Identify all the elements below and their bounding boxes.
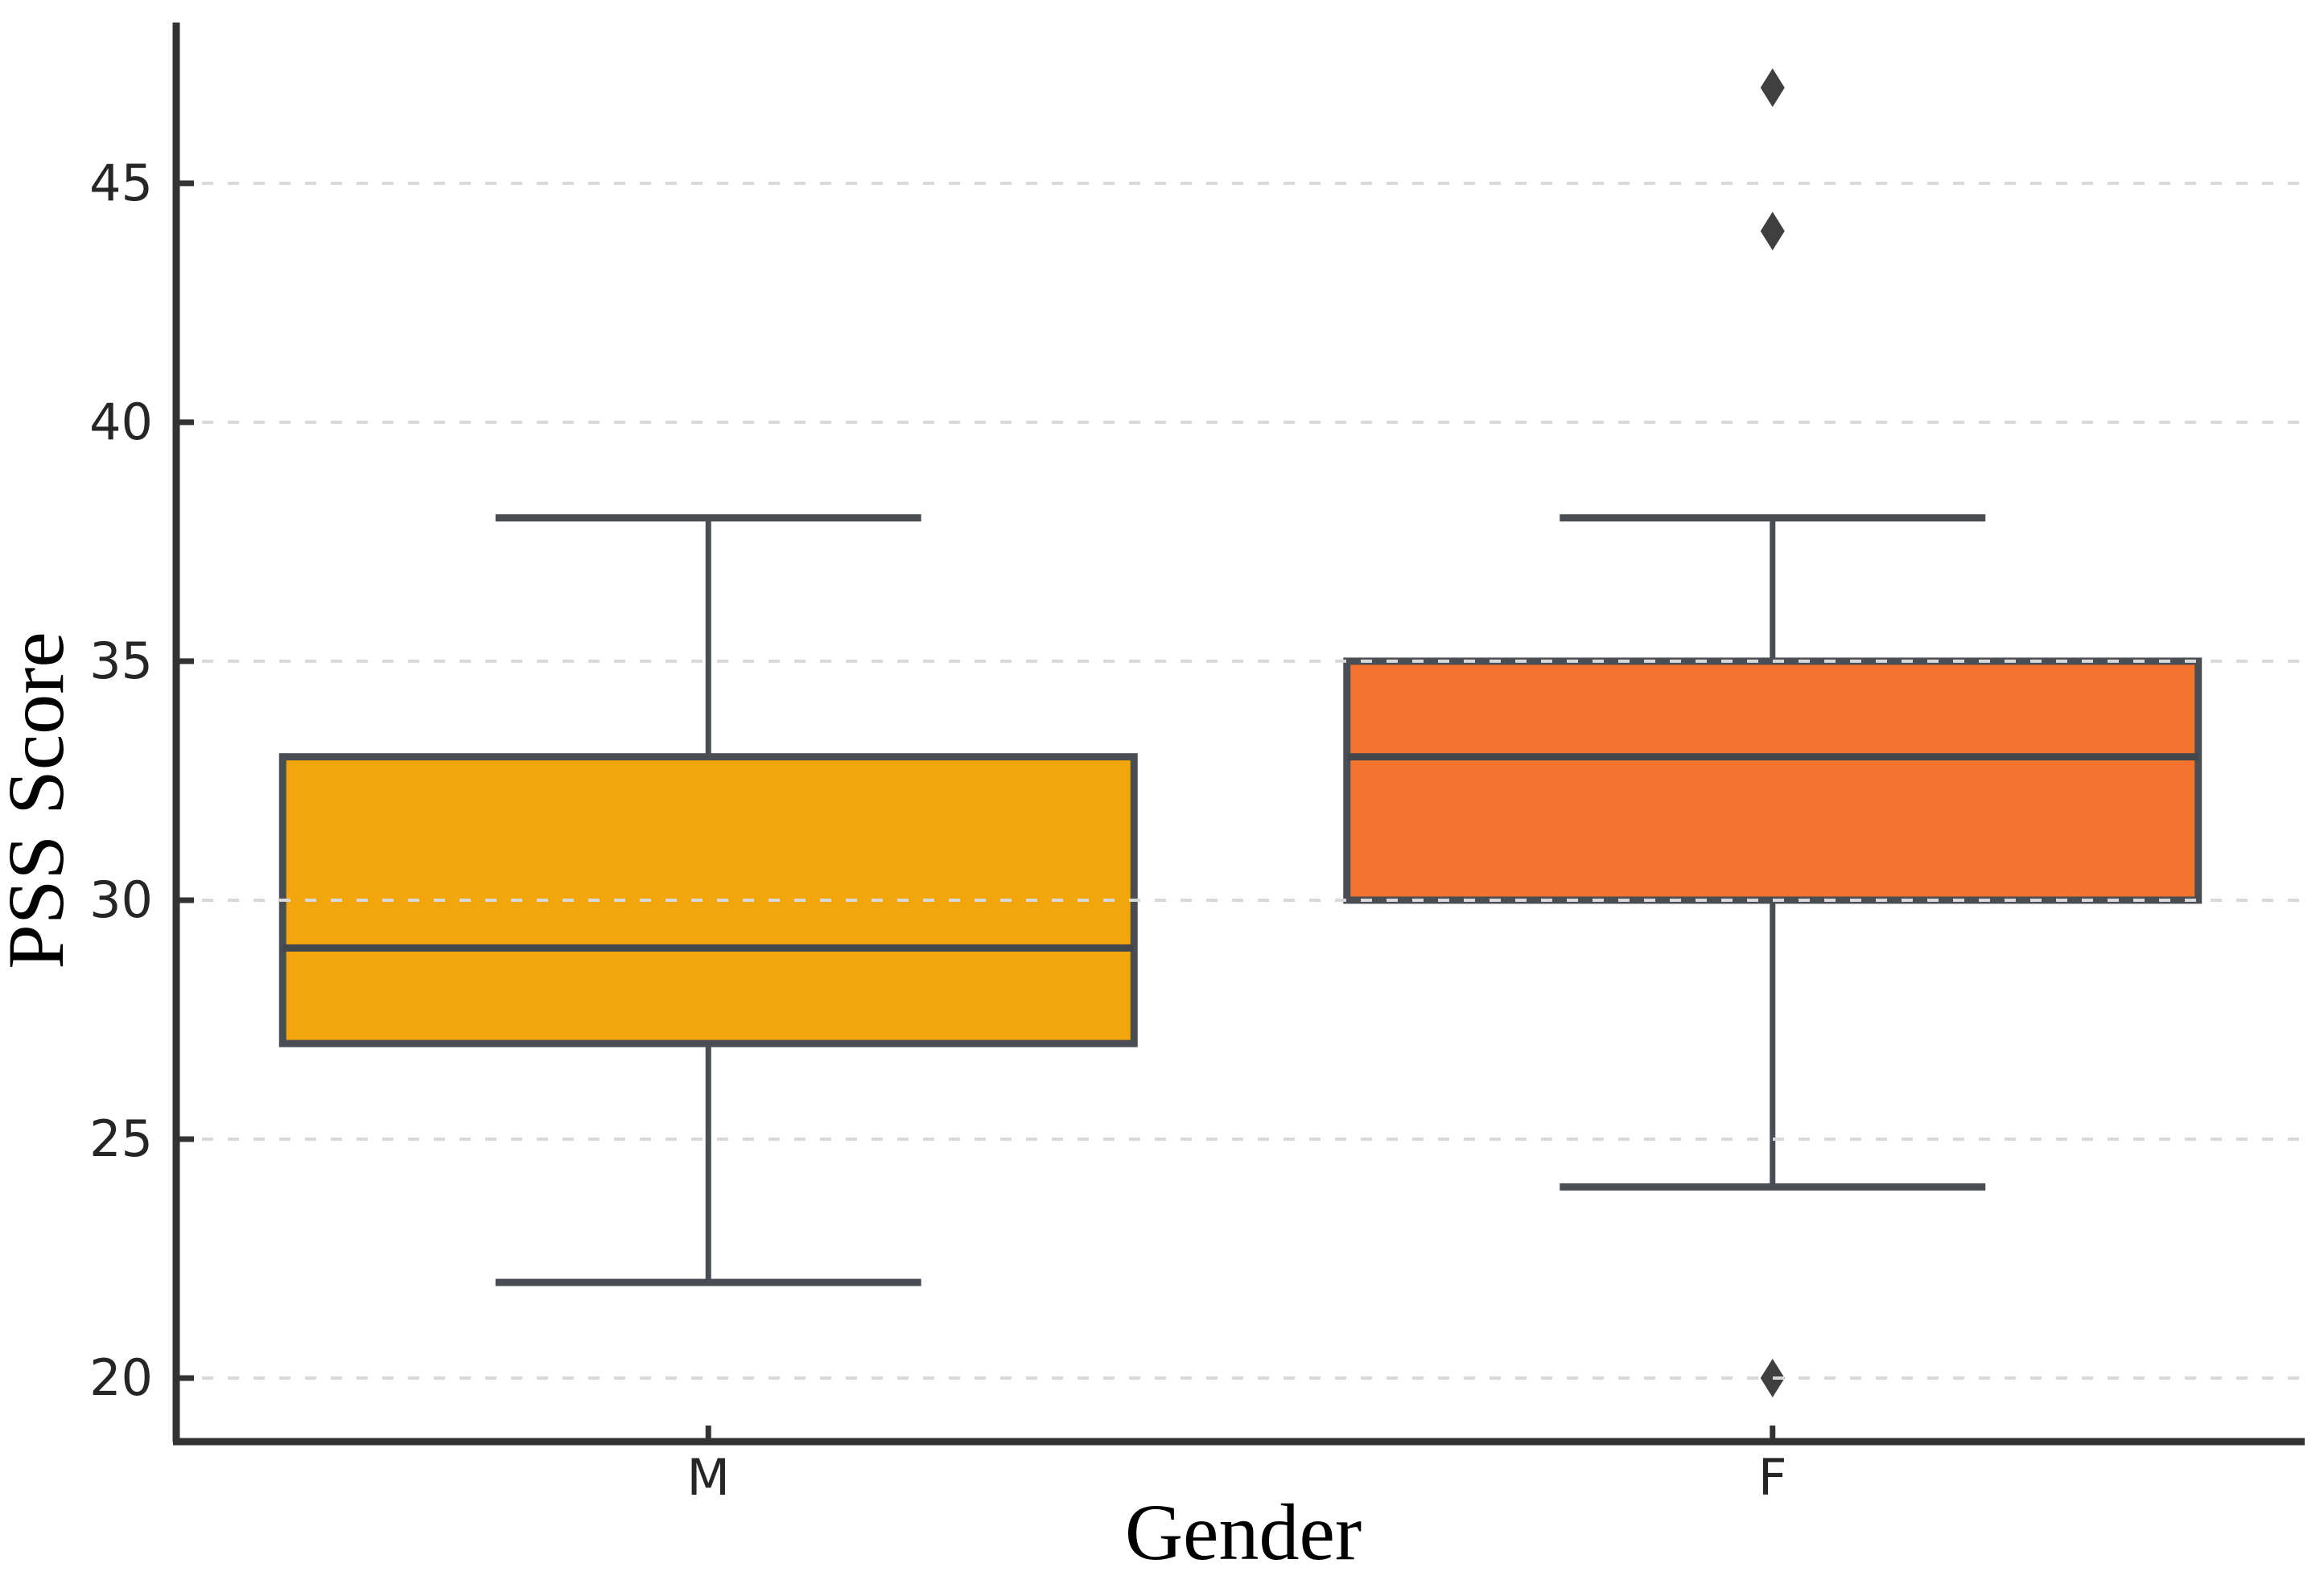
x-axis-label: Gender xyxy=(1125,1487,1362,1577)
x-tick-label: M xyxy=(687,1448,731,1507)
y-tick-label: 20 xyxy=(89,1348,153,1407)
y-tick-label: 35 xyxy=(89,632,153,690)
y-axis-label: PSS Score xyxy=(0,632,80,969)
outlier-diamond-f xyxy=(1760,1358,1785,1397)
box-f xyxy=(1343,657,2202,904)
y-tick-label: 40 xyxy=(89,393,153,451)
y-tick-label: 30 xyxy=(89,870,153,929)
outlier-diamond-f xyxy=(1760,68,1785,108)
y-tick-label: 45 xyxy=(89,154,153,212)
x-tick-label: F xyxy=(1758,1448,1787,1507)
y-tick-label: 25 xyxy=(89,1109,153,1168)
box-m xyxy=(278,753,1138,1047)
outlier-diamond-f xyxy=(1760,212,1785,251)
